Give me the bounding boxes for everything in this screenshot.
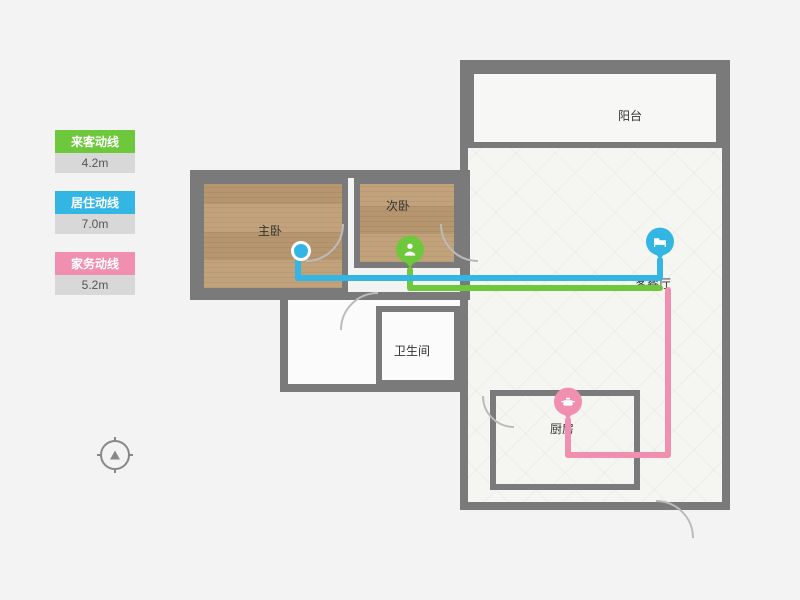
marker-person-icon (396, 236, 424, 272)
path-endpoint-dot (291, 241, 311, 261)
legend-item-chores: 家务动线 5.2m (55, 252, 135, 295)
legend-title: 家务动线 (55, 252, 135, 275)
room-bathroom (376, 306, 460, 386)
room-balcony (468, 68, 722, 148)
path-segment (407, 275, 663, 281)
marker-pot-icon (554, 388, 582, 424)
legend-item-guest: 来客动线 4.2m (55, 130, 135, 173)
legend-value: 5.2m (55, 275, 135, 295)
marker-bed-icon (646, 228, 674, 264)
door-arc (618, 500, 694, 576)
compass-icon (100, 440, 130, 470)
path-segment (565, 452, 671, 458)
legend-item-living: 居住动线 7.0m (55, 191, 135, 234)
legend-title: 来客动线 (55, 130, 135, 153)
path-segment (295, 275, 413, 281)
legend: 来客动线 4.2m 居住动线 7.0m 家务动线 5.2m (55, 130, 135, 313)
path-segment (665, 287, 671, 458)
legend-value: 7.0m (55, 214, 135, 234)
legend-value: 4.2m (55, 153, 135, 173)
legend-title: 居住动线 (55, 191, 135, 214)
path-segment (407, 285, 663, 291)
